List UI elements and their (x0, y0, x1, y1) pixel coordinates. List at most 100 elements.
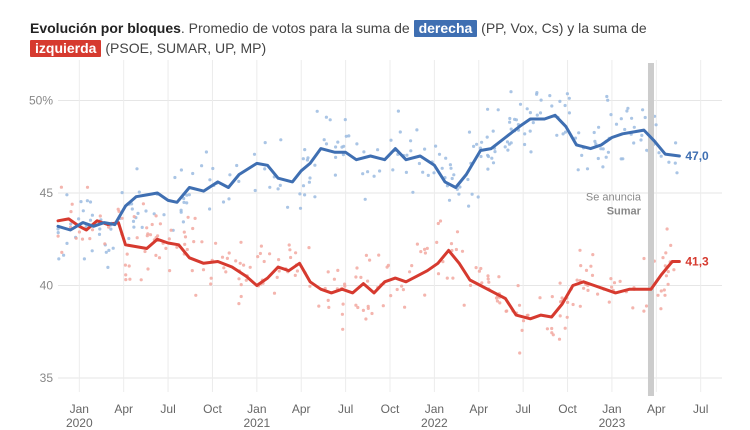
y-axis: 50% 45 40 35 (29, 94, 53, 386)
poll-dot (208, 207, 212, 211)
poll-dot (109, 227, 113, 231)
poll-dot (485, 135, 489, 139)
poll-dot (56, 234, 60, 238)
poll-dot (438, 219, 443, 223)
poll-dot (454, 247, 458, 252)
poll-dot (592, 130, 596, 135)
poll-dot (505, 140, 510, 144)
poll-dot (332, 277, 336, 281)
poll-dot (498, 301, 502, 305)
poll-dot (277, 258, 281, 262)
poll-dot (601, 147, 605, 151)
poll-dot (528, 111, 533, 115)
poll-dot (486, 167, 490, 171)
poll-dot (183, 235, 188, 239)
poll-dot (328, 118, 332, 122)
poll-dot (538, 296, 542, 300)
poll-dot (224, 270, 228, 274)
poll-dot (227, 251, 231, 255)
poll-dot (145, 226, 149, 230)
y-tick-label: 40 (40, 279, 54, 293)
poll-dot (538, 111, 543, 115)
poll-dot (123, 263, 127, 267)
poll-dot (395, 287, 399, 292)
poll-dot (551, 333, 555, 337)
x-year-label: 2021 (243, 416, 270, 430)
poll-dot (57, 257, 61, 261)
poll-dot (508, 116, 512, 121)
poll-dot (211, 166, 215, 171)
poll-dot (486, 274, 490, 278)
poll-dot (578, 248, 582, 252)
poll-dot (209, 276, 213, 280)
poll-dot (183, 242, 187, 246)
poll-dot (301, 184, 306, 188)
poll-dot (525, 107, 529, 111)
poll-dot (425, 246, 429, 250)
poll-dot (451, 276, 455, 280)
poll-dot (98, 214, 102, 218)
poll-dot (575, 278, 579, 282)
poll-dot (90, 228, 95, 232)
poll-dot (479, 154, 483, 159)
poll-dot (204, 150, 208, 154)
poll-dot (509, 127, 513, 131)
poll-dot (641, 108, 645, 112)
poll-dot (354, 303, 358, 307)
poll-dot (106, 265, 110, 269)
poll-dot (654, 123, 658, 127)
poll-dot (132, 215, 136, 219)
poll-dot (179, 208, 183, 212)
y-tick-label: 45 (40, 186, 54, 200)
x-tick-label: Oct (381, 402, 400, 416)
poll-dot (408, 270, 412, 274)
poll-dot (237, 302, 241, 306)
poll-dot (191, 171, 195, 176)
poll-dot (104, 250, 108, 254)
poll-dot (423, 293, 427, 297)
poll-dot (423, 147, 427, 151)
poll-dot (308, 284, 312, 288)
poll-dot (342, 144, 346, 148)
poll-dot (145, 234, 149, 238)
poll-dot (599, 147, 603, 151)
poll-dot (610, 285, 614, 289)
poll-dot (401, 288, 405, 292)
poll-dot (60, 250, 64, 254)
poll-dot (632, 141, 636, 145)
poll-dot (571, 302, 575, 307)
poll-dot (298, 192, 302, 196)
poll-dot (324, 115, 328, 119)
poll-dot (389, 294, 393, 298)
poll-dot (167, 237, 171, 241)
poll-dot (518, 351, 522, 355)
poll-dot (539, 98, 543, 102)
poll-dot (308, 176, 312, 180)
poll-dot (120, 191, 124, 195)
poll-dot (294, 251, 298, 255)
poll-dot (472, 144, 476, 148)
poll-dot (659, 307, 663, 311)
poll-dot (486, 153, 490, 157)
poll-dot (657, 151, 661, 155)
poll-dot (286, 205, 290, 209)
poll-dot (194, 293, 198, 297)
poll-dot (605, 94, 609, 99)
poll-dot (62, 253, 66, 257)
poll-dot (340, 312, 344, 316)
poll-dot (516, 284, 520, 288)
poll-dot (169, 228, 173, 232)
poll-dot (531, 121, 535, 125)
x-tick-label: Apr (469, 402, 488, 416)
poll-dot (278, 183, 282, 187)
poll-dot (606, 98, 610, 102)
poll-dot (491, 129, 495, 133)
poll-dot (640, 133, 644, 137)
poll-dot (450, 176, 454, 181)
poll-dot (474, 266, 478, 270)
poll-dot (455, 230, 460, 234)
izquierda-end-label: 41,3 (685, 254, 709, 268)
poll-dot (561, 132, 565, 136)
poll-dot (404, 170, 408, 174)
